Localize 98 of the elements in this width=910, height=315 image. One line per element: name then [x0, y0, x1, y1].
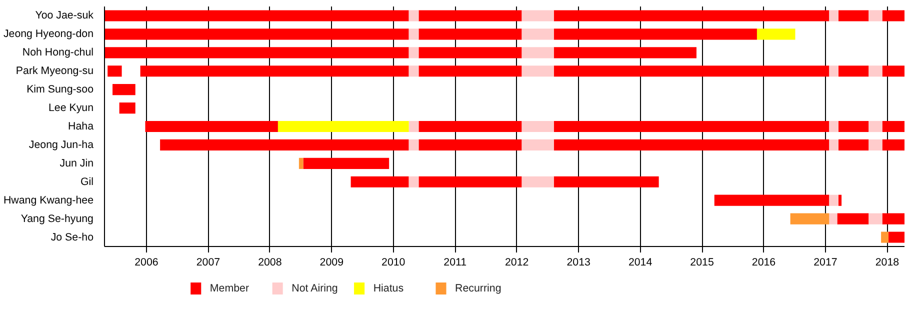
y-tick-label: Yoo Jae-suk — [35, 10, 94, 22]
bar — [829, 120, 838, 132]
x-tick-label: 2008 — [258, 256, 282, 268]
bar — [829, 10, 838, 22]
bar — [418, 47, 522, 58]
y-tick-label: Jun Jin — [60, 157, 94, 170]
bar — [829, 213, 838, 224]
bar — [838, 139, 869, 150]
x-tick-label: 2018 — [875, 256, 900, 268]
bar — [881, 232, 888, 243]
bar — [418, 139, 522, 150]
bar — [837, 213, 869, 224]
bar — [160, 139, 409, 150]
bar — [522, 176, 554, 188]
bar — [408, 47, 419, 58]
bar — [408, 66, 419, 77]
y-tick-label: Kim Sung-soo — [26, 84, 94, 96]
bar — [829, 139, 838, 150]
y-tick-label: Park Myeong-su — [16, 65, 94, 78]
bar — [112, 84, 136, 96]
bar — [554, 176, 659, 188]
bar — [882, 139, 904, 150]
y-tick-label: Jeong Jun-ha — [28, 138, 94, 151]
bar — [868, 10, 882, 22]
x-tick-label: 2017 — [814, 256, 838, 268]
bar — [408, 176, 419, 188]
bar — [104, 28, 409, 40]
bar — [418, 176, 522, 188]
legend-label: Hiatus — [373, 282, 404, 294]
bar — [868, 120, 882, 132]
bar — [278, 120, 409, 132]
bar — [868, 213, 882, 224]
bar — [104, 47, 409, 58]
bar — [554, 139, 830, 150]
bar — [790, 213, 830, 224]
x-tick-label: 2013 — [566, 256, 590, 268]
x-tick-label: 2011 — [444, 256, 467, 268]
bar — [714, 194, 830, 206]
x-tick-label: 2010 — [382, 256, 406, 268]
legend-label: Not Airing — [292, 282, 338, 294]
y-tick-label: Jo Se-ho — [50, 231, 94, 244]
bar — [418, 120, 522, 132]
y-tick-label: Gil — [80, 176, 94, 188]
bar — [829, 66, 838, 77]
bar — [418, 28, 522, 40]
legend-label: Recurring — [455, 282, 502, 294]
bar — [554, 10, 830, 22]
bar — [522, 47, 554, 58]
bar — [882, 213, 904, 224]
x-tick-label: 2012 — [504, 256, 529, 268]
bar — [408, 120, 419, 132]
bar — [554, 47, 696, 58]
bar — [868, 139, 882, 150]
bar — [756, 28, 796, 40]
bar — [838, 120, 869, 132]
bar — [838, 66, 869, 77]
bar — [882, 66, 904, 77]
bar — [882, 10, 904, 22]
y-tick-label: Haha — [68, 120, 94, 132]
bar — [522, 120, 554, 132]
bar — [119, 102, 136, 114]
y-tick-label: Jeong Hyeong-don — [3, 28, 94, 40]
x-tick-label: 2014 — [628, 256, 652, 268]
bar — [522, 66, 554, 77]
y-tick-label: Yang Se-hyung — [20, 212, 94, 225]
bar — [298, 158, 304, 169]
bar — [418, 10, 522, 22]
bar — [408, 28, 419, 40]
x-tick-label: 2007 — [196, 256, 220, 268]
x-tick-label: 2006 — [134, 256, 158, 268]
bar — [145, 120, 278, 132]
y-tick-label: Noh Hong-chul — [22, 46, 94, 59]
bar — [108, 66, 122, 77]
bar — [868, 66, 882, 77]
bar — [554, 66, 830, 77]
x-tick-label: 2009 — [320, 256, 344, 268]
bar — [838, 10, 869, 22]
legend-label: Member — [210, 282, 250, 294]
bar — [522, 139, 554, 150]
bar — [408, 10, 419, 22]
x-tick-label: 2015 — [690, 256, 714, 268]
bar — [838, 194, 842, 206]
y-tick-label: Hwang Kwang-hee — [3, 194, 94, 206]
bar — [554, 120, 830, 132]
bar — [408, 139, 419, 150]
bar — [303, 158, 390, 169]
bar — [350, 176, 409, 188]
bar — [418, 66, 522, 77]
bar — [888, 232, 904, 243]
bar — [829, 194, 838, 206]
bar — [554, 28, 757, 40]
y-tick-label: Lee Kyun — [48, 102, 94, 114]
x-tick-label: 2016 — [752, 256, 776, 268]
bar — [140, 66, 409, 77]
bar — [882, 120, 904, 132]
bar — [522, 28, 554, 40]
bar — [104, 10, 409, 22]
bar — [522, 10, 554, 22]
